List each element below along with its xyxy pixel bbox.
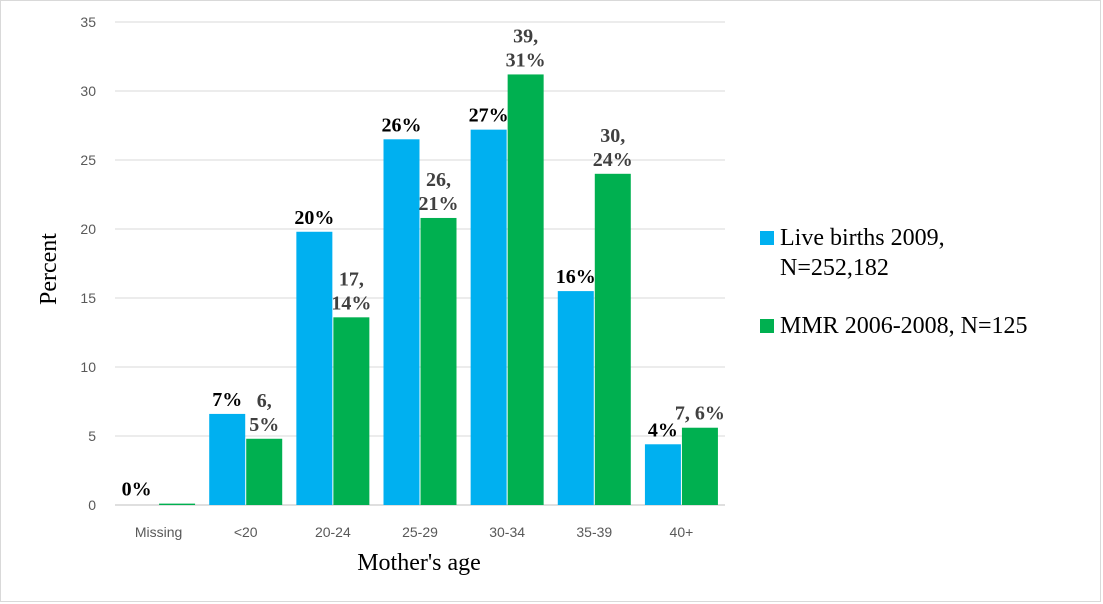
x-tick-label: 35-39 xyxy=(576,524,612,540)
x-tick-label: 25-29 xyxy=(402,524,438,540)
bar-live-births xyxy=(296,231,333,505)
data-label: 6, 5% xyxy=(249,390,279,436)
bar-mmr xyxy=(681,427,718,505)
legend-entry: MMR 2006-2008, N=125 xyxy=(780,313,1028,339)
legend: Live births 2009, N=252,182 MMR 2006-2008,… xyxy=(760,225,1028,339)
gridlines xyxy=(115,21,725,506)
x-axis-title: Mother's age xyxy=(357,550,481,576)
bar-mmr xyxy=(333,317,370,505)
data-label: 30, 24% xyxy=(593,125,633,171)
data-label: 4% xyxy=(648,419,678,441)
data-label: 20% xyxy=(294,207,334,229)
legend-entry: Live births 2009, xyxy=(780,225,945,251)
bar-live-births xyxy=(470,129,507,505)
x-tick-label: <20 xyxy=(234,524,258,540)
y-tick-label: 5 xyxy=(88,428,96,444)
bar-live-births xyxy=(209,413,246,505)
data-label: 17, 14% xyxy=(331,268,371,314)
y-tick-label: 35 xyxy=(80,14,96,30)
bar-mmr xyxy=(594,173,631,506)
y-tick-label: 30 xyxy=(80,83,96,99)
data-label: 39, 31% xyxy=(506,25,546,71)
data-label: 0% xyxy=(122,479,152,501)
data-labels: 7% 20% 26% 27% 16% 4% 0% 6, 5% 17, 14% 26, 21% 39, 31%… xyxy=(122,25,725,500)
legend-swatch xyxy=(760,319,774,333)
x-tick-label: 40+ xyxy=(670,524,694,540)
y-tick-label: 20 xyxy=(80,221,96,237)
data-label: 27% xyxy=(469,105,509,127)
legend-entry: N=252,182 xyxy=(780,255,889,281)
data-label: 7, 6% xyxy=(675,403,725,425)
y-tick-label: 25 xyxy=(80,152,96,168)
x-tick-label: 20-24 xyxy=(315,524,351,540)
data-label: 7% xyxy=(212,389,242,411)
x-tick-label: Missing xyxy=(135,524,182,540)
bar-live-births xyxy=(557,291,594,505)
x-tick-label: 30-34 xyxy=(489,524,525,540)
bar-mmr xyxy=(159,503,196,505)
legend-swatch xyxy=(760,231,774,245)
bar-mmr xyxy=(507,74,544,505)
y-axis-ticks: 0 5 10 15 20 25 30 35 xyxy=(80,14,96,513)
data-label: 16% xyxy=(556,266,596,288)
bar-mmr xyxy=(420,217,457,505)
bars xyxy=(159,74,718,506)
data-label: 26% xyxy=(382,114,422,136)
y-axis-title: Percent xyxy=(36,233,62,305)
x-axis-ticks: Missing <20 20-24 25-29 30-34 35-39 40+ xyxy=(135,524,693,540)
bar-mmr xyxy=(246,438,283,505)
y-tick-label: 10 xyxy=(80,359,96,375)
y-tick-label: 0 xyxy=(88,497,96,513)
bar-live-births xyxy=(383,139,420,506)
data-label: 26, 21% xyxy=(419,169,459,215)
bar-live-births xyxy=(644,444,681,505)
y-tick-label: 15 xyxy=(80,290,96,306)
